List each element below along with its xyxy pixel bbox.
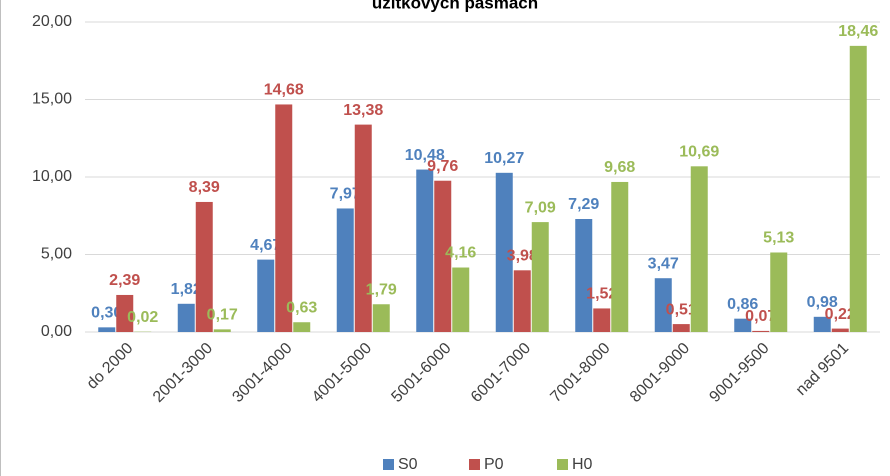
value-label: 5,13 [763,230,794,247]
x-tick-label: 8001-9000 [627,340,693,406]
value-label: 18,46 [838,23,878,40]
value-label: 0,17 [207,307,238,324]
x-tick-label: nad 9501 [793,340,852,399]
bar [275,104,293,333]
value-label: 10,48 [405,147,445,164]
value-label: 0,51 [666,301,697,318]
bar [372,304,390,332]
value-label: 10,69 [679,144,719,161]
y-tick-label: 20,00 [32,13,72,30]
bar [336,208,354,332]
x-tick-label: 5001-6000 [388,340,454,406]
legend-swatch [557,459,568,470]
bar [452,267,470,332]
bar [752,330,770,332]
y-tick-label: 10,00 [32,168,72,185]
legend-label: S0 [398,456,418,473]
value-label: 3,98 [507,248,538,265]
value-label: 4,67 [250,237,281,254]
value-label: 7,09 [525,199,556,216]
x-tick-label: 2001-3000 [150,340,216,406]
legend-label: P0 [484,456,504,473]
value-label: 0,63 [286,299,317,316]
bar [734,318,752,332]
bar [416,169,434,332]
value-label: 0,98 [807,294,838,311]
bar [531,222,549,332]
bar [293,322,311,332]
value-label: 9,76 [427,158,458,175]
value-label: 14,68 [264,82,304,99]
y-tick-label: 5,00 [41,246,72,263]
value-label: 0,07 [745,308,776,325]
bar [690,166,708,332]
bar [672,324,690,332]
value-label: 1,79 [366,281,397,298]
value-label: 8,39 [189,179,220,196]
legend-label: H0 [572,456,593,473]
value-label: 3,47 [648,255,679,272]
value-label: 9,68 [604,159,635,176]
value-label: 0,30 [91,305,122,322]
bar [770,252,788,332]
bar [495,172,513,332]
value-label: 1,82 [171,281,202,298]
value-label: 0,86 [727,296,758,313]
bar [513,270,531,332]
legend-swatch [383,459,394,470]
value-label: 7,29 [568,196,599,213]
legend-swatch [469,459,480,470]
bar [177,303,195,332]
value-label: 7,97 [330,186,361,203]
value-label: 4,16 [445,245,476,262]
bar [593,308,611,332]
bar [611,181,629,332]
y-tick-label: 15,00 [32,91,72,108]
bar [213,329,231,332]
bar [354,124,372,332]
value-label: 0,22 [825,306,856,323]
x-tick-label: 3001-4000 [229,340,295,406]
x-tick-label: 6001-7000 [468,340,534,406]
bar [116,294,134,332]
value-label: 0,02 [127,309,158,326]
bar [654,278,672,332]
bar [257,259,275,332]
x-tick-label: 4001-5000 [309,340,375,406]
bar [195,201,213,332]
value-label: 1,52 [586,286,617,303]
chart-title: úžitkových pásmach [372,0,538,12]
y-tick-label: 0,00 [41,323,72,340]
x-tick-label: 9001-9500 [706,340,772,406]
bar [831,328,849,332]
bar [813,316,831,332]
value-label: 2,39 [109,272,140,289]
x-tick-label: 7001-8000 [547,340,613,406]
bar [98,327,116,332]
value-label: 13,38 [343,102,383,119]
x-tick-label: do 2000 [84,340,137,393]
bar [575,219,593,332]
bar [849,45,867,333]
bar [434,180,452,332]
value-label: 10,27 [484,150,524,167]
